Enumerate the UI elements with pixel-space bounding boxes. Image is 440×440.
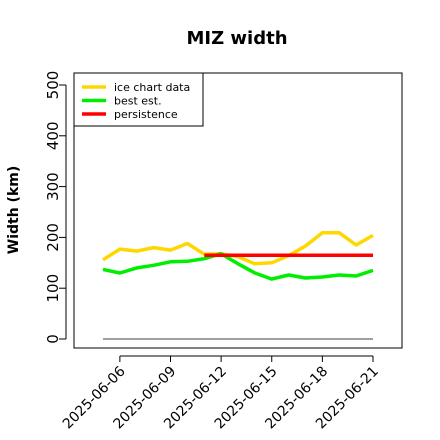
- y-tick-label: 300: [44, 172, 62, 201]
- legend-label: ice chart data: [114, 81, 190, 94]
- plot-frame: [73, 72, 403, 349]
- series-layer: [102, 231, 374, 340]
- y-tick-label: 100: [44, 274, 62, 303]
- legend-label: best est.: [114, 95, 162, 108]
- y-axis: 0 100 200 300 400 500: [44, 71, 67, 344]
- y-tick-label: 200: [44, 223, 62, 252]
- y-tick-label: 0: [44, 334, 62, 344]
- series-line-best-est: [102, 251, 374, 281]
- y-axis-label: Width (km): [6, 166, 22, 255]
- y-tick-label: 400: [44, 121, 62, 150]
- chart-title: MIZ width: [186, 28, 287, 49]
- y-tick-label: 500: [44, 71, 62, 100]
- x-axis: 2025-06-062025-06-092025-06-122025-06-15…: [60, 355, 382, 432]
- series-line-ice-chart-data: [102, 231, 374, 266]
- legend-label: persistence: [114, 108, 178, 121]
